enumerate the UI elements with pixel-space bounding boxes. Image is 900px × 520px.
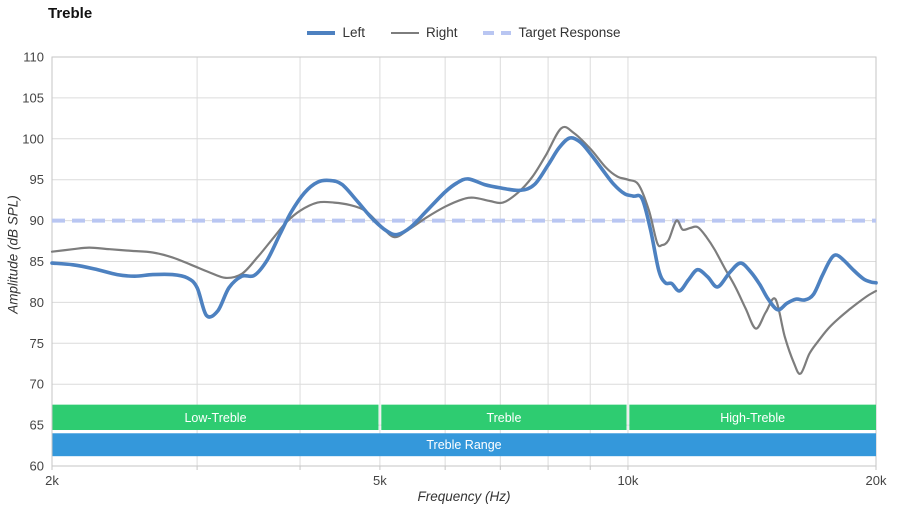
legend-label: Left xyxy=(342,25,365,40)
band-label: Treble Range xyxy=(426,438,501,452)
x-tick-label: 2k xyxy=(45,473,59,488)
legend-label: Right xyxy=(425,25,458,40)
y-tick-label: 105 xyxy=(22,90,44,105)
y-tick-label: 95 xyxy=(30,172,44,187)
right-line-swatch-icon xyxy=(390,31,419,34)
y-tick-label: 70 xyxy=(30,377,44,392)
legend-item-right[interactable]: Right xyxy=(390,25,458,40)
y-tick-label: 85 xyxy=(30,254,44,269)
band-label: Low-Treble xyxy=(184,411,246,425)
legend-item-left[interactable]: Left xyxy=(307,25,365,40)
x-tick-label: 20k xyxy=(866,473,887,488)
right-curve xyxy=(50,125,878,375)
y-tick-label: 60 xyxy=(30,459,44,474)
band-label: Treble xyxy=(486,411,521,425)
band-label: High-Treble xyxy=(720,411,785,425)
treble-range-band xyxy=(52,433,876,457)
legend-label: Target Response xyxy=(518,25,621,40)
treble-section-band xyxy=(629,404,876,431)
left-line-swatch-icon xyxy=(307,30,336,35)
y-tick-label: 75 xyxy=(30,336,44,351)
y-tick-label: 65 xyxy=(30,418,44,433)
y-axis-title: Amplitude (dB SPL) xyxy=(5,195,21,314)
treble-section-band xyxy=(52,404,379,431)
y-tick-label: 80 xyxy=(30,295,44,310)
y-tick-label: 100 xyxy=(22,131,44,146)
legend: Left Right Target Response xyxy=(52,25,876,40)
chart-title: Treble xyxy=(48,5,93,22)
x-tick-label: 10k xyxy=(617,473,638,488)
x-axis-title: Frequency (Hz) xyxy=(417,489,511,504)
y-tick-label: 90 xyxy=(30,213,44,228)
x-tick-label: 5k xyxy=(373,473,387,488)
legend-item-target-response[interactable]: Target Response xyxy=(483,25,621,40)
left-curve xyxy=(50,135,878,319)
y-tick-label: 110 xyxy=(23,50,44,65)
treble-section-band xyxy=(381,404,627,431)
target-response-swatch-icon xyxy=(483,30,512,35)
